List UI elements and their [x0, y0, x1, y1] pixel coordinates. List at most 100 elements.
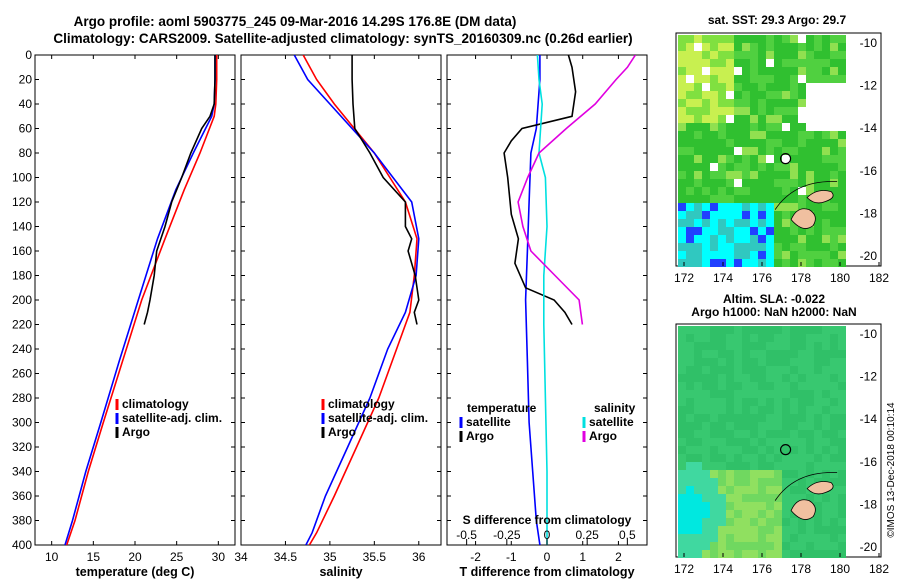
sst-map-cell — [710, 147, 718, 155]
sst-map-cell — [686, 75, 694, 83]
sla-map-cell — [766, 438, 774, 446]
sla-map-cell — [814, 462, 822, 470]
sla-map-cell — [742, 518, 750, 526]
sla-map-cell — [678, 486, 686, 494]
sla-map-cell — [830, 334, 838, 342]
sla-map-cell — [750, 382, 758, 390]
sst-map-cell — [774, 35, 782, 43]
sla-map-cell — [838, 414, 846, 422]
sla-map-cell — [694, 366, 702, 374]
map-y-tick-label: -14 — [860, 412, 878, 426]
sla-map-cell — [718, 542, 726, 550]
sst-map-cell — [718, 163, 726, 171]
sst-map-cell — [774, 171, 782, 179]
sla-map-cell — [798, 486, 806, 494]
sla-map-cell — [742, 446, 750, 454]
sst-map-cell — [830, 179, 838, 187]
sst-map-cell — [686, 251, 694, 259]
sst-map-cell — [782, 259, 790, 267]
sla-map-cell — [742, 470, 750, 478]
sla-map-cell — [798, 358, 806, 366]
sla-map-cell — [782, 542, 790, 550]
sla-map-cell — [694, 334, 702, 342]
sla-map-cell — [710, 430, 718, 438]
sst-map-cell — [686, 99, 694, 107]
sla-map-cell — [694, 534, 702, 542]
temperature-xlabel: temperature (deg C) — [76, 565, 195, 579]
sst-map-cell — [678, 115, 686, 123]
sst-map-cell — [838, 155, 846, 163]
sst-map-cell — [742, 203, 750, 211]
sst-map-cell — [814, 83, 822, 91]
sst-map-cell — [766, 235, 774, 243]
sst-map-cell — [798, 139, 806, 147]
sst-map-cell — [702, 251, 710, 259]
sla-map-cell — [710, 334, 718, 342]
sst-map-cell — [806, 259, 814, 267]
salinity-series-climatology — [302, 55, 418, 545]
sst-map-cell — [790, 59, 798, 67]
sla-map-cell — [806, 342, 814, 350]
sst-map-cell — [694, 203, 702, 211]
sst-map-cell — [790, 99, 798, 107]
sla-map-cell — [726, 462, 734, 470]
sst-map-cell — [758, 203, 766, 211]
x-tick2-label: 0.5 — [619, 528, 636, 542]
sst-map-cell — [734, 51, 742, 59]
sst-map-cell — [710, 107, 718, 115]
sst-map-cell — [782, 243, 790, 251]
sst-map-cell — [766, 219, 774, 227]
sst-map-cell — [814, 43, 822, 51]
sst-map-cell — [686, 227, 694, 235]
sla-map-cell — [702, 342, 710, 350]
sst-map-cell — [686, 43, 694, 51]
sla-map-cell — [726, 542, 734, 550]
sla-map-cell — [782, 334, 790, 342]
sla-map-cell — [718, 326, 726, 334]
sst-map-cell — [774, 83, 782, 91]
sst-map-cell — [814, 251, 822, 259]
sst-map-cell — [814, 227, 822, 235]
y-tick-label: 280 — [12, 391, 32, 405]
sla-map-cell — [766, 406, 774, 414]
sla-map-cell — [830, 478, 838, 486]
sst-map-cell — [798, 155, 806, 163]
sla-map-cell — [734, 446, 742, 454]
sst-map-cell — [710, 187, 718, 195]
sst-map-cell — [758, 83, 766, 91]
sst-map-cell — [758, 163, 766, 171]
sla-map-cell — [822, 374, 830, 382]
sst-map-cell — [774, 75, 782, 83]
sst-map-cell — [742, 131, 750, 139]
sst-map-cell — [774, 251, 782, 259]
sst-map-cell — [694, 123, 702, 131]
sst-map-cell — [822, 107, 830, 115]
sla-map-cell — [726, 414, 734, 422]
sst-map-cell — [686, 179, 694, 187]
sst-map-cell — [718, 59, 726, 67]
difference-xlabel2: S difference from climatology — [463, 513, 632, 527]
sla-map-cell — [734, 438, 742, 446]
map-x-tick-label: 180 — [830, 271, 850, 285]
sst-map-cell — [710, 83, 718, 91]
sst-map-cell — [750, 147, 758, 155]
sst-map-cell — [702, 99, 710, 107]
sst-map-cell — [814, 243, 822, 251]
sla-map-cell — [774, 470, 782, 478]
sst-map-cell — [766, 75, 774, 83]
sst-map-cell — [734, 139, 742, 147]
sla-map-cell — [830, 414, 838, 422]
sla-map-cell — [678, 454, 686, 462]
sla-map-cell — [694, 342, 702, 350]
sst-map-cell — [782, 139, 790, 147]
sst-map-cell — [838, 179, 846, 187]
salinity-series-argo — [351, 55, 420, 325]
sla-map-cell — [806, 414, 814, 422]
sst-map-cell — [750, 235, 758, 243]
sst-map-cell — [822, 115, 830, 123]
sst-map-cell — [774, 227, 782, 235]
sst-map-cell — [726, 219, 734, 227]
sst-map-cell — [726, 259, 734, 267]
sla-map-cell — [798, 446, 806, 454]
sst-map-cell — [822, 163, 830, 171]
